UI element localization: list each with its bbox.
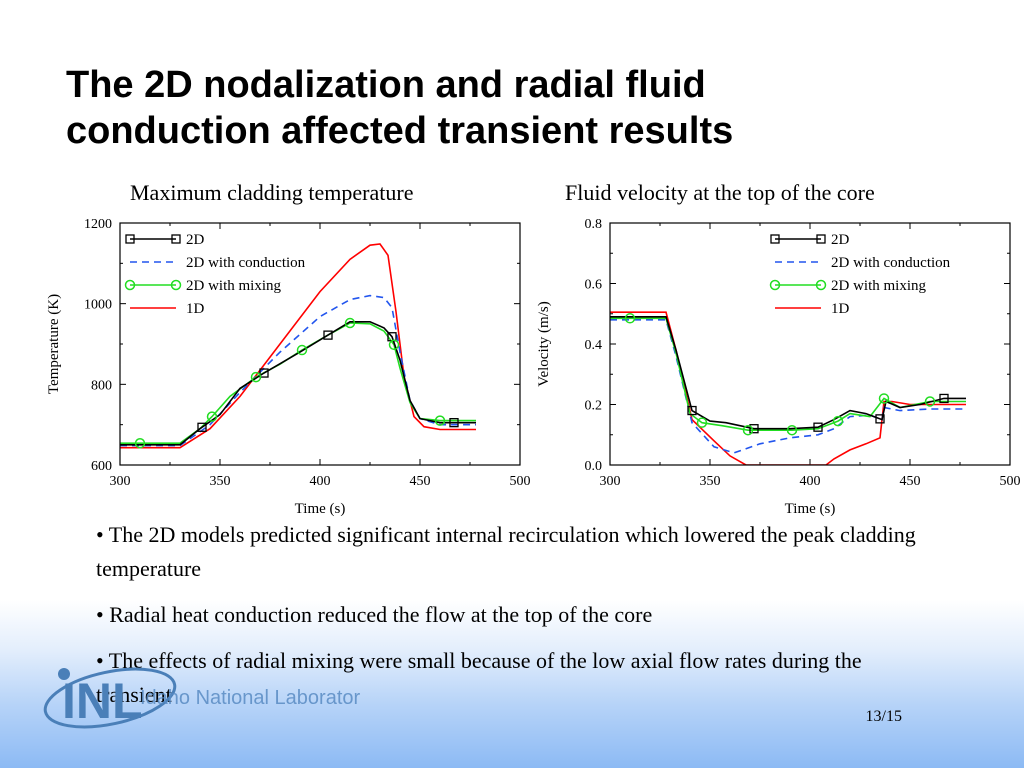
plot-frame [119, 222, 521, 466]
series-line-2d-with-conduction [610, 319, 966, 454]
x-tick-label: 300 [110, 474, 131, 489]
legend-label: 2D [186, 232, 205, 248]
x-tick-label: 400 [800, 474, 821, 489]
legend-square-marker [171, 234, 181, 244]
circle-marker [434, 415, 446, 426]
x-tick-label: 350 [700, 474, 721, 489]
logo-dot [58, 668, 70, 680]
circle-marker [134, 437, 146, 449]
y-tick-label: 600 [91, 459, 112, 474]
bullet-list: • The 2D models predicted significant in… [96, 518, 926, 724]
y-tick-label: 0.4 [585, 338, 603, 353]
circle-marker [344, 317, 356, 329]
circle-marker [296, 344, 308, 356]
legend-circle-marker [170, 279, 182, 291]
x-axis-label: Time (s) [295, 501, 346, 517]
circle-marker [924, 396, 936, 407]
square-marker [687, 405, 697, 416]
legend-label: 2D with conduction [831, 255, 951, 271]
bullet-item: • Radial heat conduction reduced the flo… [96, 602, 653, 627]
legend-label: 2D with mixing [186, 278, 282, 294]
logo-mark: INL [62, 673, 143, 729]
velocity-chart-caption: Fluid velocity at the top of the core [565, 180, 875, 205]
legend-square-marker [770, 234, 780, 244]
series-line-1d [120, 243, 476, 449]
y-tick-label: 0.6 [585, 278, 603, 293]
y-tick-label: 0.0 [585, 459, 603, 474]
title-line-2: conduction affected transient results [66, 110, 734, 152]
circle-marker [388, 339, 400, 351]
series-line-2d-with-mixing [610, 317, 966, 431]
circle-marker [206, 411, 218, 422]
legend-circle-marker [815, 279, 827, 291]
logo-subtext: Idaho National Laboratory [140, 687, 360, 709]
series-line-2d-with-conduction [120, 294, 476, 447]
temperature-chart: 300 350 400 450 500 600 800 1000 1200 Time (s) Tem… [46, 217, 531, 517]
legend: 2D 2D with conduction 2D with mixing 1D [124, 232, 306, 317]
bullet-item: • The 2D models predicted significant in… [96, 522, 916, 581]
legend-circle-marker [769, 279, 781, 291]
circle-marker [786, 424, 798, 436]
bullet-item: • The effects of radial mixing were smal… [96, 648, 862, 707]
x-tick-label: 500 [1000, 474, 1021, 489]
square-marker [749, 424, 759, 434]
x-tick-label: 500 [510, 474, 531, 489]
series-line-2d [610, 316, 966, 430]
velocity-chart: 300 350 400 450 500 0.0 0.2 0.4 0.6 0.8 Time (s) Ve… [536, 217, 1021, 517]
x-axis-label: Time (s) [785, 501, 836, 517]
circle-marker [878, 393, 890, 404]
legend-label: 1D [186, 301, 205, 317]
legend-square-marker [816, 234, 826, 244]
x-tick-label: 450 [900, 474, 921, 489]
legend-circle-marker [124, 279, 136, 291]
y-tick-label: 1000 [84, 298, 112, 313]
square-marker [939, 393, 949, 404]
legend-label: 2D [831, 232, 850, 248]
y-tick-label: 0.8 [585, 217, 603, 232]
plot-frame [609, 222, 1011, 466]
y-tick-label: 800 [91, 378, 112, 393]
x-tick-label: 450 [410, 474, 431, 489]
circle-marker [624, 313, 636, 324]
legend-label: 2D with conduction [186, 255, 306, 271]
y-axis-label: Velocity (m/s) [536, 301, 552, 386]
circle-marker [250, 371, 262, 383]
slide-number: 13/15 [865, 708, 902, 725]
circle-marker [742, 424, 754, 436]
legend-label: 2D with mixing [831, 278, 927, 294]
square-marker [813, 422, 823, 432]
slide-title: The 2D nodalization and radial fluid con… [66, 62, 733, 154]
legend-label: 1D [831, 301, 850, 317]
square-marker [323, 330, 333, 340]
legend: 2D 2D with conduction 2D with mixing 1D [769, 232, 951, 317]
square-marker [259, 368, 269, 378]
y-tick-label: 1200 [84, 217, 112, 232]
y-tick-label: 0.2 [585, 399, 603, 414]
x-tick-label: 350 [210, 474, 231, 489]
x-tick-label: 400 [310, 474, 331, 489]
title-line-1: The 2D nodalization and radial fluid [66, 64, 706, 106]
square-marker [197, 422, 207, 432]
logo-orbit [43, 667, 177, 729]
circle-marker [696, 417, 708, 428]
x-tick-label: 300 [600, 474, 621, 489]
y-axis-label: Temperature (K) [46, 294, 62, 394]
circle-marker [832, 415, 844, 427]
series-line-1d [610, 311, 966, 465]
inl-logo: INL Idaho National Laboratory [43, 667, 360, 729]
square-marker [449, 417, 459, 428]
temperature-chart-caption: Maximum cladding temperature [130, 180, 414, 205]
square-marker [875, 414, 885, 424]
legend-square-marker [125, 234, 135, 244]
